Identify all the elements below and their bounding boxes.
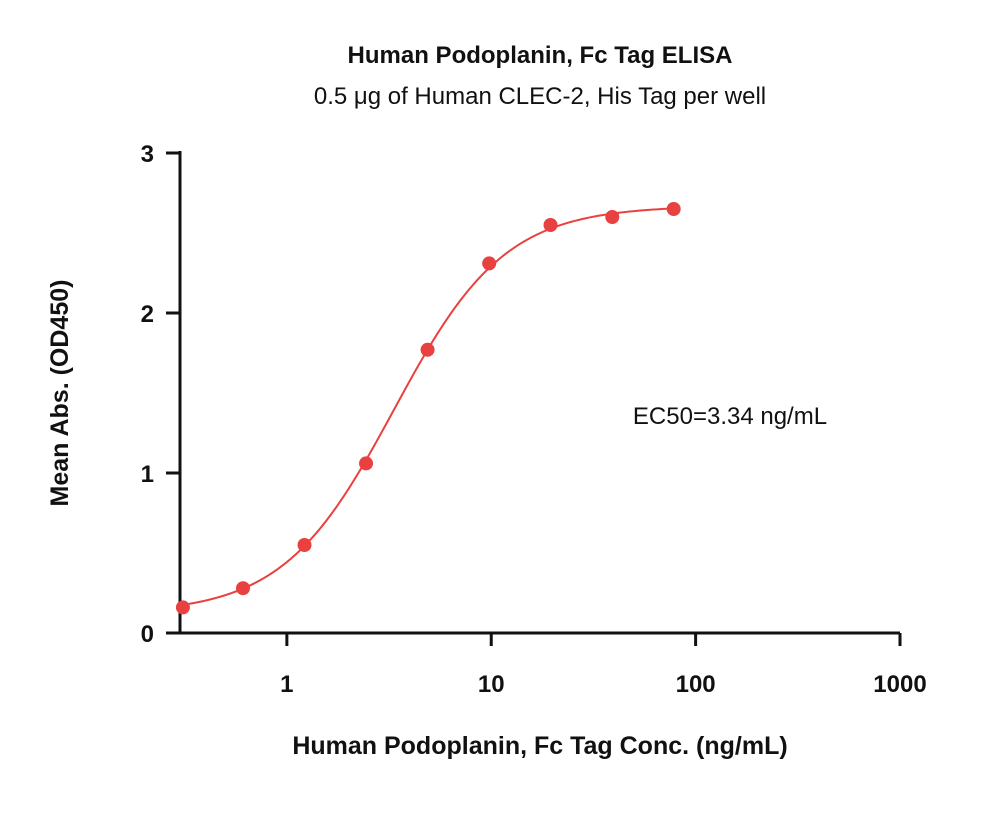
data-point <box>482 256 497 271</box>
y-tick-label: 1 <box>141 461 154 488</box>
ec50-annotation: EC50=3.34 ng/mL <box>633 403 827 430</box>
chart-subtitle: 0.5 μg of Human CLEC-2, His Tag per well <box>314 83 766 110</box>
y-tick-label: 3 <box>141 141 154 168</box>
data-point <box>605 210 620 224</box>
data-point <box>297 538 312 552</box>
y-axis-label: Mean Abs. (OD450) <box>46 280 74 507</box>
y-tick-label: 0 <box>141 621 154 648</box>
data-point <box>666 202 681 216</box>
x-tick-label: 10 <box>478 671 505 698</box>
y-tick-label: 2 <box>141 301 154 328</box>
x-tick-label: 1000 <box>873 671 926 698</box>
data-point <box>235 581 250 596</box>
x-axis-ticks: 1 10 100 1000 <box>280 633 927 698</box>
data-point <box>359 456 374 471</box>
x-tick-label: 100 <box>676 671 716 698</box>
data-points <box>175 202 681 615</box>
chart-title: Human Podoplanin, Fc Tag ELISA <box>348 42 733 69</box>
x-tick-label: 1 <box>280 671 293 698</box>
data-point <box>175 600 190 615</box>
axes <box>178 151 900 635</box>
data-point <box>420 342 435 357</box>
data-point <box>543 218 558 232</box>
y-axis-ticks: 0 1 2 3 <box>141 141 180 648</box>
x-axis-label: Human Podoplanin, Fc Tag Conc. (ng/mL) <box>292 732 787 760</box>
fit-curve <box>182 207 674 606</box>
